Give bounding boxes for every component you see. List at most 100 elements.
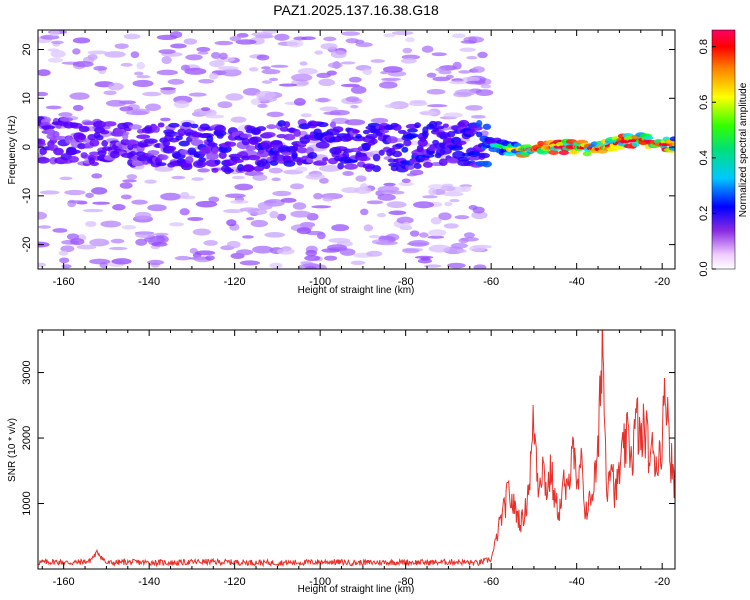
spectrogram-cell: [471, 211, 488, 220]
spectrogram-cell: [69, 92, 90, 100]
spectrogram-cell: [377, 193, 396, 201]
spectrogram-cell: [315, 264, 327, 269]
spectrogram-cell: [211, 147, 219, 155]
spectrogram-cell: [262, 131, 276, 138]
spectrogram-cell: [401, 146, 409, 153]
spectrogram-cell: [126, 174, 138, 180]
spectrogram-cell: [255, 90, 276, 99]
colorbar-tick-label: 0.0: [698, 261, 710, 276]
spectrogram-cell: [129, 124, 142, 130]
spectrogram-cell: [145, 103, 162, 111]
spectrogram-cell: [38, 69, 51, 77]
spectrogram-cell: [458, 237, 469, 244]
spectrogram-cell: [72, 61, 94, 68]
spectrogram-cell: [38, 262, 46, 268]
spectrogram-cell: [230, 116, 247, 123]
colorbar-ticks: 0.0 0.2 0.4 0.6 0.8: [698, 39, 716, 277]
spectrogram-cell: [355, 133, 362, 139]
spectrogram-cell: [631, 141, 640, 147]
spectrogram-cell: [475, 89, 494, 96]
spectrogram-cell: [318, 78, 336, 87]
spectrogram-cell: [256, 54, 270, 61]
spectrogram-cell: [97, 150, 107, 156]
spectrogram-cell: [270, 64, 289, 68]
spectrogram-cell: [417, 138, 428, 147]
spectrogram-cell: [426, 72, 437, 78]
spectrogram-cell: [67, 200, 87, 204]
spectrogram-cell: [316, 121, 329, 128]
spectrogram-cell: [59, 257, 70, 264]
spectrogram-cell: [446, 131, 456, 138]
spectrogram-cell: [181, 121, 192, 128]
spectrogram-cell: [185, 54, 203, 61]
spectrogram-cell: [478, 152, 490, 159]
spectrogram-cell: [89, 238, 110, 247]
spectrogram-cell: [440, 185, 456, 192]
x-tick-label: -40: [569, 576, 585, 588]
spectrogram-cell: [421, 130, 429, 138]
spectrogram-cell: [103, 90, 117, 96]
spectrogram-cell: [58, 250, 69, 256]
spectrogram-cell: [214, 40, 234, 46]
spectrogram-cell: [419, 110, 438, 116]
spectrogram-cell: [384, 104, 400, 109]
spectrogram-cell: [89, 161, 99, 167]
spectrogram-cell: [379, 129, 390, 134]
spectrogram-cell: [241, 137, 250, 146]
spectrogram-cell: [78, 125, 90, 133]
spectrogram-cell: [251, 32, 273, 37]
spectrogram-cell: [192, 228, 211, 236]
spectrogram-cell: [216, 132, 224, 139]
spectrogram-cell: [451, 33, 466, 39]
spectrogram-cell: [166, 145, 177, 151]
snr-line: [38, 330, 675, 568]
spectrogram-cell: [178, 140, 190, 147]
spectrogram-cell: [407, 128, 418, 133]
spectrogram-cell: [226, 219, 237, 227]
spectrogram-cell: [276, 248, 295, 255]
spectrogram-cell: [190, 123, 199, 129]
spectrogram-cell: [136, 134, 151, 140]
spectrogram-cell: [348, 76, 362, 83]
spectrogram-cell: [104, 51, 126, 58]
spectrogram-cell: [447, 262, 466, 269]
spectrogram-cell: [188, 92, 207, 97]
spectrogram-image: [38, 30, 675, 269]
spectrogram-cell: [38, 138, 46, 145]
spectrogram-cell: [442, 191, 464, 197]
spectrogram-cell: [45, 105, 62, 110]
spectrogram-cell: [366, 200, 383, 205]
spectrogram-cell: [345, 96, 360, 103]
spectrogram-cell: [82, 208, 104, 213]
spectrogram-cell: [455, 140, 467, 146]
spectrogram-cell: [402, 47, 413, 54]
spectrogram-cell: [217, 66, 239, 71]
spectrogram-cell: [160, 87, 176, 91]
spectrogram-cell: [239, 207, 261, 212]
spectrogram-cell: [481, 160, 492, 168]
spectrogram-cell: [340, 61, 356, 65]
spectrogram-cell: [261, 69, 281, 75]
spectrogram-cell: [480, 84, 492, 89]
spectrogram-cell: [136, 61, 146, 70]
colorbar-tick-label: 0.2: [698, 206, 710, 221]
spectrogram-cell: [460, 40, 477, 44]
spectrogram-cell: [47, 57, 63, 63]
spectrogram-cell: [252, 245, 274, 254]
spectrogram-cell: [64, 189, 86, 196]
spectrogram-cell: [38, 211, 48, 220]
spectrogram-cell: [315, 141, 330, 149]
spectrogram-cell: [643, 135, 654, 141]
spectrogram-cell: [89, 258, 111, 265]
spectrogram-cell: [466, 55, 478, 60]
spectrogram-cell: [331, 224, 350, 232]
spectrogram-cell: [537, 140, 545, 146]
spectrogram-cell: [464, 130, 479, 135]
spectrogram-cell: [160, 192, 182, 201]
spectrogram-cell: [443, 112, 463, 118]
spectrogram-cell: [50, 40, 64, 45]
spectrogram-cell: [266, 124, 277, 130]
spectrogram-cell: [313, 192, 323, 200]
spectrogram-cell: [295, 166, 308, 172]
spectrogram-cell: [246, 217, 255, 221]
